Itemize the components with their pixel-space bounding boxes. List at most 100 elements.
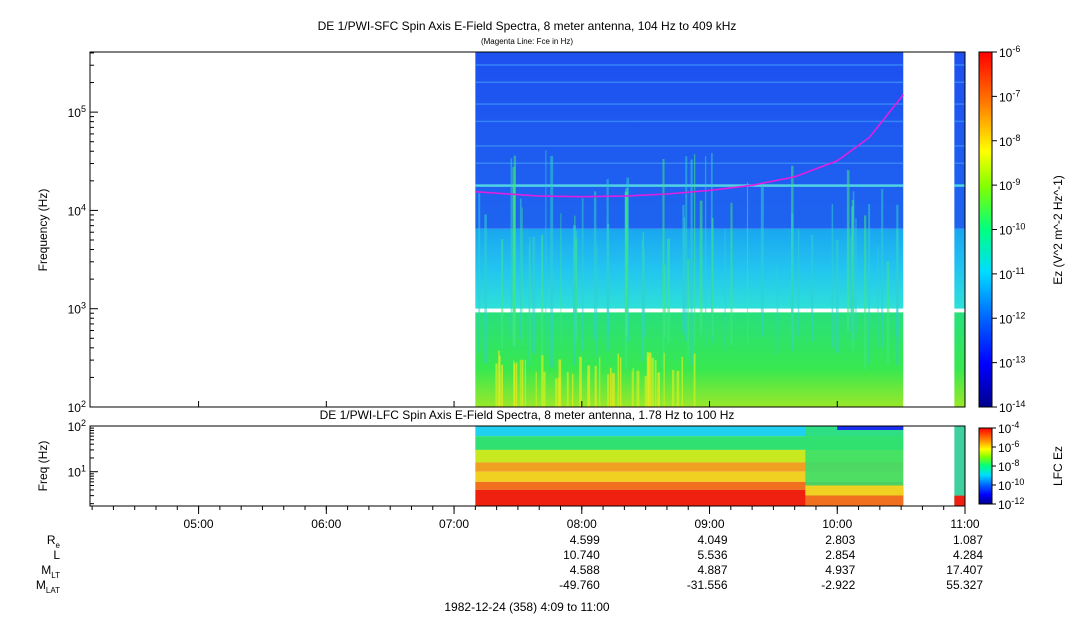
sfc-streak-6 bbox=[760, 183, 764, 337]
lfc-y-axis-label: Freq (Hz) bbox=[36, 441, 50, 492]
time-tick-label: 11:00 bbox=[950, 517, 979, 531]
sfc-streak-37 bbox=[641, 240, 644, 362]
sfc-streak-12 bbox=[881, 188, 884, 348]
sfc-y-tick-label: 105 bbox=[68, 104, 86, 120]
sfc-streak-5 bbox=[664, 264, 666, 338]
lfc-tail-red bbox=[954, 495, 965, 506]
sfc-streak-23 bbox=[484, 214, 487, 364]
ephem-row-label: MLT bbox=[41, 563, 60, 580]
sfc-data-region bbox=[475, 52, 965, 407]
sfc-streak-10 bbox=[797, 228, 800, 336]
sfc-streak-20 bbox=[528, 245, 531, 366]
sfc-yellow-18 bbox=[681, 356, 684, 407]
sfc-streak-4 bbox=[550, 156, 554, 368]
sfc-yellow-24 bbox=[619, 357, 622, 407]
sfc-cb-tick-label: 10-8 bbox=[999, 133, 1020, 149]
time-tick-label: 09:00 bbox=[695, 517, 725, 531]
sfc-yellow-32 bbox=[636, 370, 640, 407]
ephem-value: -49.760 bbox=[559, 578, 600, 592]
sfc-streak-51 bbox=[877, 246, 879, 347]
sfc-streak-64 bbox=[724, 229, 726, 350]
sfc-streak-26 bbox=[545, 150, 547, 355]
sfc-line-1-5 bbox=[954, 81, 965, 84]
sfc-streak-33 bbox=[687, 258, 690, 358]
sfc-streak-15 bbox=[886, 261, 890, 365]
sfc-yellow-25 bbox=[543, 371, 546, 407]
sfc-streak-47 bbox=[519, 198, 522, 339]
sfc-colorbar: 10-6 10-7 10-8 10-9 10-10 10-11 10-12 10-13 10-1… bbox=[978, 44, 1065, 415]
lfc-late-yellow bbox=[805, 485, 904, 496]
sfc-low-band-0 bbox=[475, 312, 904, 407]
lfc-late-blue bbox=[837, 426, 904, 430]
lfc-band-6 bbox=[475, 489, 904, 506]
sfc-mid-band-0 bbox=[475, 228, 904, 309]
sfc-colorbar-ticks: 10-6 10-7 10-8 10-9 10-10 10-11 10-12 10-13 10-1… bbox=[992, 44, 1025, 415]
sfc-title: DE 1/PWI-SFC Spin Axis E-Field Spectra, … bbox=[318, 19, 737, 33]
sfc-line-0-1 bbox=[475, 162, 904, 165]
sfc-streak-62 bbox=[704, 156, 707, 349]
sfc-yellow-10 bbox=[587, 375, 589, 407]
ephem-value: 4.284 bbox=[953, 548, 983, 562]
sfc-y-axis: 102 103 104 105 bbox=[68, 52, 98, 415]
sfc-yellow-29 bbox=[498, 350, 500, 407]
lfc-cb-tick-label: 10-6 bbox=[998, 439, 1019, 455]
fce-line bbox=[475, 94, 904, 198]
sfc-line-1-2 bbox=[954, 145, 965, 147]
sfc-yellow-34 bbox=[521, 359, 524, 407]
sfc-yellow-15 bbox=[501, 364, 504, 407]
sfc-line-1-6 bbox=[954, 64, 965, 66]
sfc-streak-32 bbox=[699, 200, 703, 335]
sfc-yellow-35 bbox=[611, 373, 615, 407]
sfc-yellow-43 bbox=[632, 367, 634, 407]
sfc-streak-46 bbox=[501, 238, 504, 349]
sfc-yellow-6 bbox=[515, 362, 518, 407]
ephem-value: 5.536 bbox=[697, 548, 727, 562]
sfc-cb-tick-label: 10-14 bbox=[999, 399, 1025, 415]
time-tick-label: 07:00 bbox=[439, 517, 469, 531]
sfc-yellow-27 bbox=[644, 376, 647, 407]
sfc-yellow-2 bbox=[519, 359, 521, 407]
sfc-yellow-41 bbox=[607, 374, 610, 407]
sfc-streak-38 bbox=[850, 236, 853, 333]
sfc-line-0-4 bbox=[475, 103, 904, 105]
date-range-footer: 1982-12-24 (358) 4:09 to 11:00 bbox=[444, 600, 610, 614]
time-axis: 05:00 06:00 07:00 08:00 09:00 10:00 11:00 bbox=[91, 401, 980, 531]
sfc-streak-55 bbox=[776, 265, 779, 355]
sfc-streak-66 bbox=[512, 186, 516, 348]
sfc-streak-36 bbox=[662, 159, 665, 369]
ephem-value: -31.556 bbox=[687, 578, 728, 592]
sfc-line-0-5 bbox=[475, 81, 904, 84]
sfc-streak-48 bbox=[529, 237, 531, 365]
sfc-yellow-36 bbox=[541, 355, 544, 407]
sfc-streak-49 bbox=[593, 191, 597, 340]
sfc-yellow-26 bbox=[663, 352, 665, 407]
sfc-cb-tick-label: 10-7 bbox=[999, 88, 1020, 104]
sfc-line-0-6 bbox=[475, 64, 904, 66]
ephem-row-label: L bbox=[53, 548, 60, 562]
lfc-colorbar-ticks: 10-4 10-6 10-8 10-10 10-12 bbox=[992, 420, 1024, 512]
sfc-yellow-7 bbox=[587, 365, 591, 407]
sfc-streak-61 bbox=[624, 191, 628, 370]
lfc-spectrogram-panel: 101 102 Freq (Hz) 05:00 06:00 07:00 08:00 09:… bbox=[36, 401, 980, 531]
sfc-streak-50 bbox=[573, 225, 576, 366]
sfc-y-tick-label: 102 bbox=[68, 399, 86, 415]
sfc-gap-band-1 bbox=[954, 308, 965, 313]
sfc-streak-60 bbox=[852, 191, 855, 340]
sfc-line-0-2 bbox=[475, 145, 904, 147]
sfc-yellow-11 bbox=[579, 356, 582, 407]
sfc-y-tick-label: 103 bbox=[68, 301, 86, 317]
sfc-yellow-40 bbox=[647, 356, 650, 407]
sfc-cb-tick-label: 10-10 bbox=[999, 222, 1025, 238]
sfc-streak-41 bbox=[693, 154, 696, 346]
sfc-streak-2 bbox=[596, 243, 598, 357]
lfc-band-5 bbox=[475, 481, 904, 490]
sfc-streak-57 bbox=[791, 213, 794, 352]
time-tick-label: 10:00 bbox=[822, 517, 852, 531]
lfc-cb-tick-label: 10-10 bbox=[998, 477, 1024, 493]
sfc-yellow-44 bbox=[693, 353, 696, 407]
lfc-colorbar: 10-4 10-6 10-8 10-10 10-12 LFC Ez bbox=[978, 420, 1065, 512]
sfc-streak-43 bbox=[643, 249, 646, 338]
sfc-streak-67 bbox=[846, 170, 850, 331]
lfc-y-axis: 101 102 bbox=[68, 418, 98, 505]
ephem-value: 4.588 bbox=[570, 563, 600, 577]
